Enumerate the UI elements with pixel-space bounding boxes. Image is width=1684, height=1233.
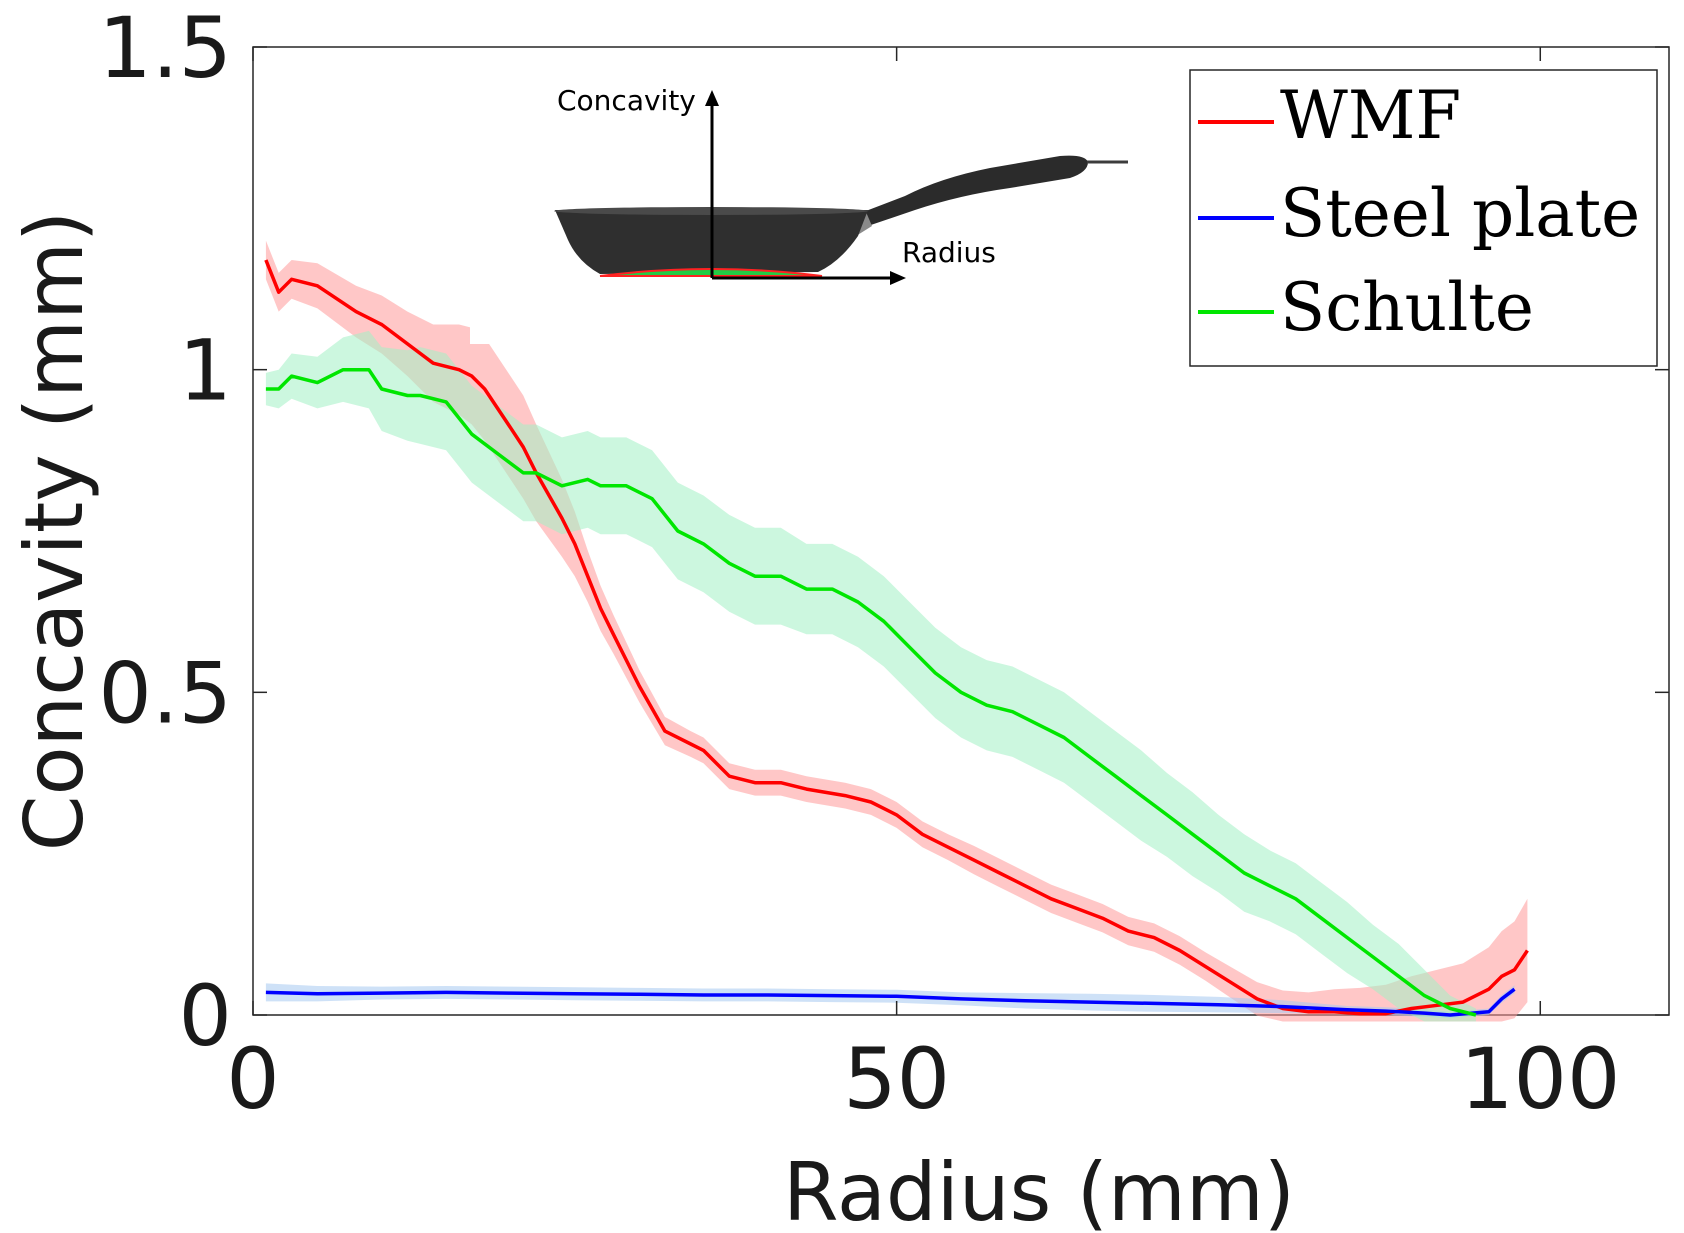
frying-pan-inset: Concavity Radius [470, 68, 1185, 344]
y-tick-labels: 0 0.5 1 1.5 [98, 0, 232, 1065]
axis-ticks [252, 46, 1669, 1016]
inset-concavity-label: Concavity [557, 84, 696, 117]
series-line-steel-plate [265, 987, 1516, 1017]
y-axis-label: Concavity (mm) [8, 211, 101, 852]
band-schulte [265, 330, 1476, 1022]
legend-label-schulte: Schulte [1280, 269, 1534, 346]
y-tick-label: 0.5 [98, 644, 232, 742]
y-tick-label: 1 [179, 322, 232, 420]
inset-background [470, 68, 1185, 344]
x-tick-label: 50 [843, 1030, 950, 1128]
inset-radius-arrowhead [890, 271, 906, 285]
legend-label-steel-plate: Steel plate [1280, 175, 1640, 252]
series-lines [264, 259, 1529, 1017]
y-tick-label: 0 [179, 967, 232, 1065]
legend: WMF Steel plate Schulte [1189, 69, 1658, 367]
pan-handle [858, 155, 1088, 228]
x-tick-label: 100 [1460, 1030, 1620, 1128]
inset-concavity-arrowhead [705, 90, 719, 106]
x-axis-label: Radius (mm) [783, 1146, 1295, 1233]
x-tick-labels: 0 50 100 [226, 1030, 1620, 1128]
legend-label-wmf: WMF [1280, 77, 1461, 154]
inset-radius-label: Radius [902, 236, 996, 269]
series-line-wmf [264, 259, 1529, 1016]
series-line-schulte [265, 367, 1477, 1017]
band-wmf [265, 240, 1528, 1022]
y-tick-label: 1.5 [98, 0, 232, 97]
x-tick-label: 0 [226, 1030, 279, 1128]
